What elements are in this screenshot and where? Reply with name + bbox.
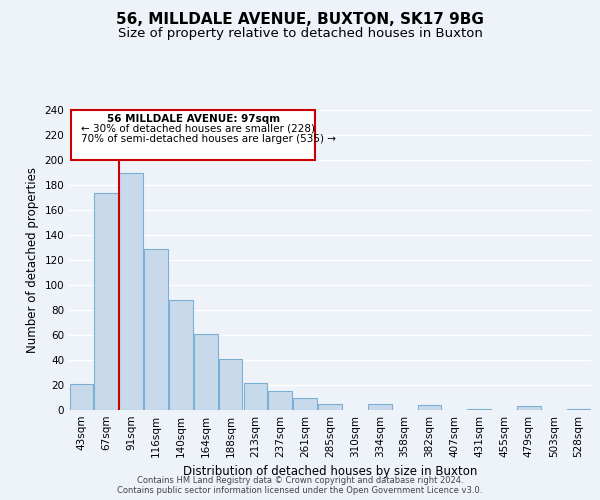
Bar — [318, 404, 342, 410]
Text: Contains HM Land Registry data © Crown copyright and database right 2024.: Contains HM Land Registry data © Crown c… — [137, 476, 463, 485]
Bar — [169, 300, 193, 410]
Bar — [219, 359, 242, 410]
Bar — [70, 384, 93, 410]
Bar — [517, 406, 541, 410]
Text: 56, MILLDALE AVENUE, BUXTON, SK17 9BG: 56, MILLDALE AVENUE, BUXTON, SK17 9BG — [116, 12, 484, 28]
Bar — [293, 398, 317, 410]
Text: 70% of semi-detached houses are larger (535) →: 70% of semi-detached houses are larger (… — [82, 134, 337, 144]
Y-axis label: Number of detached properties: Number of detached properties — [26, 167, 39, 353]
Text: Size of property relative to detached houses in Buxton: Size of property relative to detached ho… — [118, 28, 482, 40]
Bar — [144, 248, 168, 410]
X-axis label: Distribution of detached houses by size in Buxton: Distribution of detached houses by size … — [183, 466, 477, 478]
FancyBboxPatch shape — [71, 110, 315, 160]
Bar — [368, 404, 392, 410]
Bar — [418, 405, 441, 410]
Bar — [244, 382, 267, 410]
Bar — [268, 391, 292, 410]
Bar — [119, 172, 143, 410]
Text: 56 MILLDALE AVENUE: 97sqm: 56 MILLDALE AVENUE: 97sqm — [107, 114, 280, 124]
Text: ← 30% of detached houses are smaller (228): ← 30% of detached houses are smaller (22… — [82, 124, 316, 134]
Bar — [194, 334, 218, 410]
Bar — [567, 409, 590, 410]
Bar — [94, 192, 118, 410]
Bar — [467, 409, 491, 410]
Text: Contains public sector information licensed under the Open Government Licence v3: Contains public sector information licen… — [118, 486, 482, 495]
